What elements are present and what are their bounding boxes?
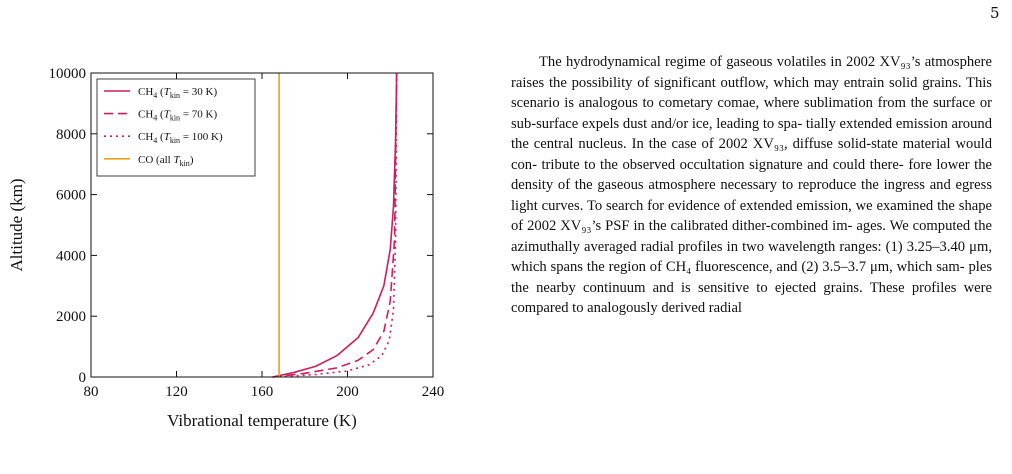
text-line: analogous to cometary comae, where subli… bbox=[578, 95, 934, 111]
text-line: ples the nearby continuum and is sensiti… bbox=[511, 259, 993, 296]
y-tick-label: 2000 bbox=[56, 309, 86, 325]
text-line: ages. We computed the azimuthally averag… bbox=[511, 218, 992, 255]
legend-text: kin bbox=[170, 91, 180, 100]
legend-text: ( bbox=[157, 86, 164, 98]
legend-text: ( bbox=[157, 131, 164, 143]
text-line: fore lower the density of the gaseous at… bbox=[511, 156, 992, 194]
page-number: 5 bbox=[990, 4, 1000, 22]
body-text: The hydrodynamical regime of gaseous vol… bbox=[511, 52, 992, 319]
series-line-0 bbox=[272, 72, 398, 378]
legend-text: CH bbox=[138, 109, 153, 121]
legend-entry-0: CH4 (Tkin = 30 K) bbox=[138, 86, 217, 100]
legend: CH4 (Tkin = 30 K)CH4 (Tkin = 70 K)CH4 (T… bbox=[96, 78, 256, 177]
legend-entry-1: CH4 (Tkin = 70 K) bbox=[138, 109, 217, 123]
y-axis-label: Altitude (km) bbox=[7, 178, 26, 271]
legend-text: CO (all bbox=[138, 154, 173, 166]
text-line: tially extended emission around the cent… bbox=[511, 115, 992, 153]
y-tick-label: 0 bbox=[79, 370, 87, 386]
x-tick-label: 200 bbox=[336, 384, 359, 400]
text-line: to reproduce the ingress and egress ligh… bbox=[511, 177, 992, 214]
legend-text: 4 bbox=[153, 136, 157, 145]
text-line: region of CH₄ fluorescence, and (2) 3.5–… bbox=[608, 259, 969, 275]
legend-text: CH bbox=[138, 131, 153, 143]
legend-text: = 30 K) bbox=[180, 86, 217, 98]
legend-text: kin bbox=[180, 159, 190, 168]
text-line: outflow, which may entrain solid grains.… bbox=[511, 74, 992, 112]
y-tick-label: 4000 bbox=[56, 248, 86, 264]
y-tick-label: 6000 bbox=[56, 188, 86, 204]
legend-box bbox=[96, 78, 256, 177]
legend-text: T bbox=[164, 86, 171, 98]
legend-text: = 70 K) bbox=[180, 109, 217, 121]
legend-text: ( bbox=[157, 109, 164, 121]
legend-text: T bbox=[164, 131, 171, 143]
legend-text: = 100 K) bbox=[180, 131, 223, 143]
legend-text: 4 bbox=[153, 114, 157, 123]
legend-text: 4 bbox=[153, 91, 157, 100]
series-line-2 bbox=[272, 72, 398, 378]
text-line: tribute to the observed occultation sign… bbox=[541, 156, 909, 173]
x-tick-label: 80 bbox=[84, 384, 99, 400]
legend-text: kin bbox=[170, 136, 180, 145]
text-line: These profiles were compared to analogou… bbox=[511, 279, 992, 317]
text-line: of 2002 XV₉₃’s PSF in the calibrated dit… bbox=[511, 218, 857, 234]
text-line: 2002 XV₉₃’s atmosphere raises the possib… bbox=[511, 54, 992, 91]
legend-text: T bbox=[164, 109, 171, 121]
text-line: in two wavelength ranges: (1) 3.25–3.40 … bbox=[511, 238, 992, 276]
legend-text: ) bbox=[190, 154, 194, 166]
paragraph: The hydrodynamical regime of gaseous vol… bbox=[511, 52, 992, 319]
text-line: for evidence of extended emission, we ex… bbox=[647, 197, 992, 214]
legend-text: CH bbox=[138, 86, 153, 98]
legend-entry-3: CO (all Tkin) bbox=[138, 154, 194, 168]
x-tick-label: 120 bbox=[165, 384, 188, 400]
text-line: case of 2002 XV₉₃, diffuse solid-state m… bbox=[511, 136, 993, 173]
y-tick-label: 8000 bbox=[56, 127, 86, 143]
axes: 80 120 160 200 240 0 2000 4000 6000 8000 10000 Vibr… bbox=[7, 66, 444, 430]
altitude-temperature-figure: 80 120 160 200 240 0 2000 4000 6000 8000 10000 Vibr… bbox=[7, 66, 444, 430]
y-tick-label: 10000 bbox=[49, 66, 87, 82]
text-line: surface or sub-surface expels dust and/o… bbox=[511, 95, 993, 132]
plot-area bbox=[272, 72, 398, 378]
legend-text: kin bbox=[170, 114, 180, 123]
x-tick-label: 160 bbox=[251, 384, 274, 400]
x-axis-label: Vibrational temperature (K) bbox=[167, 411, 357, 430]
text-line: The hydrodynamical regime of gaseous vol… bbox=[539, 54, 847, 70]
legend-entry-2: CH4 (Tkin = 100 K) bbox=[138, 131, 223, 145]
series-line-1 bbox=[272, 72, 398, 378]
x-tick-label: 240 bbox=[422, 384, 445, 400]
legend-text: T bbox=[173, 154, 180, 166]
